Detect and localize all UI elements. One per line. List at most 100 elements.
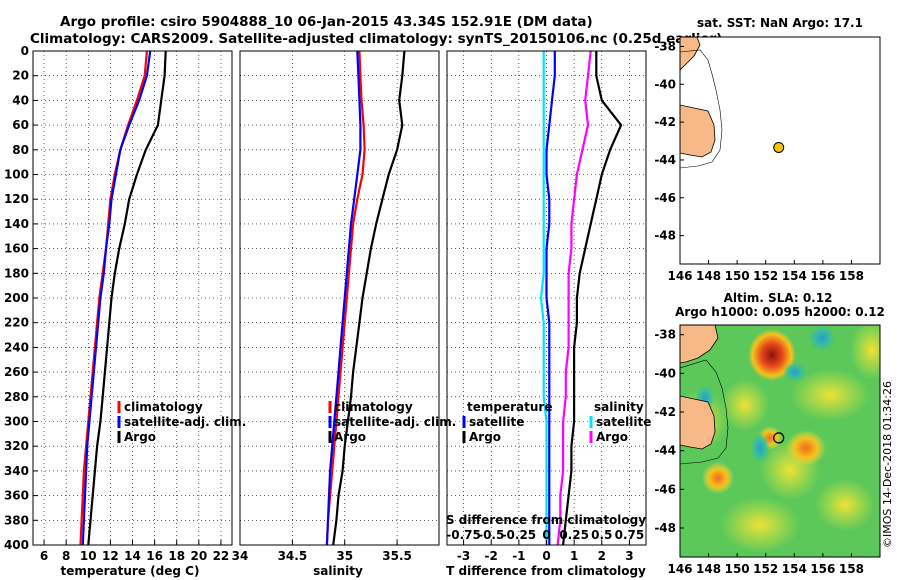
sla-cool-eddy (750, 432, 770, 464)
series-line-argo (87, 50, 167, 546)
sla-cool-eddy (808, 325, 836, 352)
salinity-grid (239, 50, 439, 546)
x-tick-label: 10 (80, 549, 97, 563)
x-tick-label: 146 (667, 562, 692, 576)
x-tick-label: 14 (124, 549, 141, 563)
y-tick-label: -42 (654, 405, 676, 419)
x-tick-label: 152 (753, 269, 778, 283)
y-tick-label: 280 (4, 390, 29, 404)
y-tick-label: -42 (654, 115, 676, 129)
sst-map-frame (679, 36, 881, 265)
y-tick-label: 180 (4, 266, 29, 280)
temperature-xlabel: temperature (deg C) (61, 564, 200, 578)
x-tick-label: 1 (570, 549, 578, 563)
salinity-panel: 34 34.5 35 35.5 salinity climatology satell… (232, 50, 456, 578)
x-tick-label: 12 (102, 549, 119, 563)
y-tick-label: 240 (4, 340, 29, 354)
x-tick-label: -3 (457, 549, 470, 563)
x2-tick-label: -0.75 (446, 528, 481, 542)
y-tick-label: 380 (4, 513, 29, 527)
sst-map-title: sat. SST: NaN Argo: 17.1 (697, 16, 863, 30)
y-tick-label: -46 (654, 482, 676, 496)
legend-climatology-label: climatology (124, 400, 203, 414)
salinity-legend: climatology satellite-adj. clim. Argo (328, 400, 456, 444)
x-tick-label: 22 (213, 549, 230, 563)
salinity-frame (239, 50, 440, 546)
tasmania-land (680, 395, 716, 450)
x-tick-label: 150 (725, 269, 750, 283)
x-tick-label: 0 (542, 549, 550, 563)
x2-tick-label: 0.25 (559, 528, 589, 542)
temperature-xticks: 6 8 10 12 14 16 18 20 22 (40, 540, 229, 563)
salinity-series (325, 50, 406, 546)
x-tick-label: 158 (839, 562, 864, 576)
sla-patch (721, 379, 769, 431)
x-tick-label: 3 (625, 549, 633, 563)
sla-map-yticks: -38 -40 -42 -44 -46 -48 (654, 328, 684, 535)
series-line-t-satellite (545, 51, 556, 545)
imos-credit: ©IMOS 14-Dec-2018 01:34:26 (881, 381, 894, 548)
x-tick-label: 156 (810, 269, 835, 283)
x-tick-label: 154 (782, 562, 807, 576)
x-tick-label: 148 (696, 562, 721, 576)
x-tick-label: 8 (62, 549, 70, 563)
x-tick-label: 35.5 (382, 549, 412, 563)
sla-warm-eddy (748, 329, 796, 381)
x2-tick-label: -0.25 (502, 528, 537, 542)
difference-legend: temperature satellite Argo salinity sate… (462, 400, 651, 444)
series-line-climatology (325, 50, 366, 546)
legend-salinity-heading: salinity (594, 400, 644, 414)
temperature-frame (32, 50, 233, 546)
sla-patch (815, 479, 875, 531)
sla-warm-eddy (702, 462, 734, 494)
sla-map-frame (679, 324, 881, 558)
y-tick-label: 160 (4, 242, 29, 256)
mainland-land (680, 37, 701, 71)
tasmania-land (680, 104, 716, 158)
legend-satellite-label: satellite-adj. clim. (334, 415, 456, 429)
y-tick-label: 60 (12, 118, 29, 132)
sla-warm-eddy (786, 430, 826, 466)
legend-argo-label: Argo (334, 430, 366, 444)
sla-heatmap (680, 325, 880, 557)
sla-map-subtitle: Argo h1000: 0.095 h2000: 0.12 (675, 305, 885, 319)
y-tick-label: 220 (4, 316, 29, 330)
x-tick-label: 152 (753, 562, 778, 576)
series-line-argo (332, 50, 406, 546)
y-tick-label: 360 (4, 489, 29, 503)
shelf-contour (680, 49, 723, 169)
x-tick-label: 150 (725, 562, 750, 576)
y-tick-label: -44 (654, 153, 676, 167)
legend-temperature-heading: temperature (467, 400, 552, 414)
y-tick-label: -44 (654, 444, 676, 458)
x2-tick-label: -0.5 (478, 528, 504, 542)
legend-t-satellite-label: satellite (469, 415, 524, 429)
temperature-grid (33, 50, 232, 546)
y-tick-label: 0 (21, 44, 29, 58)
depth-yticks: 0 20 40 60 80 100 120 140 160 180 200 220 240 260 280 3… (4, 44, 38, 552)
difference-x2label: S difference from climatology (446, 513, 646, 527)
difference-xticks: -3 -2 -1 0 1 2 3 (457, 540, 634, 563)
x-tick-label: 146 (667, 269, 692, 283)
sla-patch (790, 369, 870, 421)
legend-satellite-label: satellite-adj. clim. (124, 415, 246, 429)
y-tick-label: 340 (4, 464, 29, 478)
y-tick-label: 40 (12, 93, 29, 107)
temperature-legend: climatology satellite-adj. clim. Argo (117, 400, 246, 444)
mainland-land (680, 325, 719, 364)
x-tick-label: 16 (146, 549, 163, 563)
y-tick-label: -40 (654, 366, 676, 380)
x-tick-label: 154 (782, 269, 807, 283)
sst-map-xticks: 146 148 150 152 154 156 158 (667, 260, 864, 283)
y-tick-label: 320 (4, 439, 29, 453)
y-tick-label: 140 (4, 217, 29, 231)
shelf-contour (680, 359, 729, 465)
y-tick-label: -48 (654, 521, 676, 535)
legend-argo-label: Argo (124, 430, 156, 444)
x-tick-label: 34.5 (278, 549, 308, 563)
salinity-xlabel: salinity (313, 564, 363, 578)
series-line-s-argo (556, 50, 592, 546)
legend-s-argo-label: Argo (596, 430, 628, 444)
difference-panel: -3 -2 -1 0 1 2 3 S difference from climatology… (446, 50, 651, 578)
